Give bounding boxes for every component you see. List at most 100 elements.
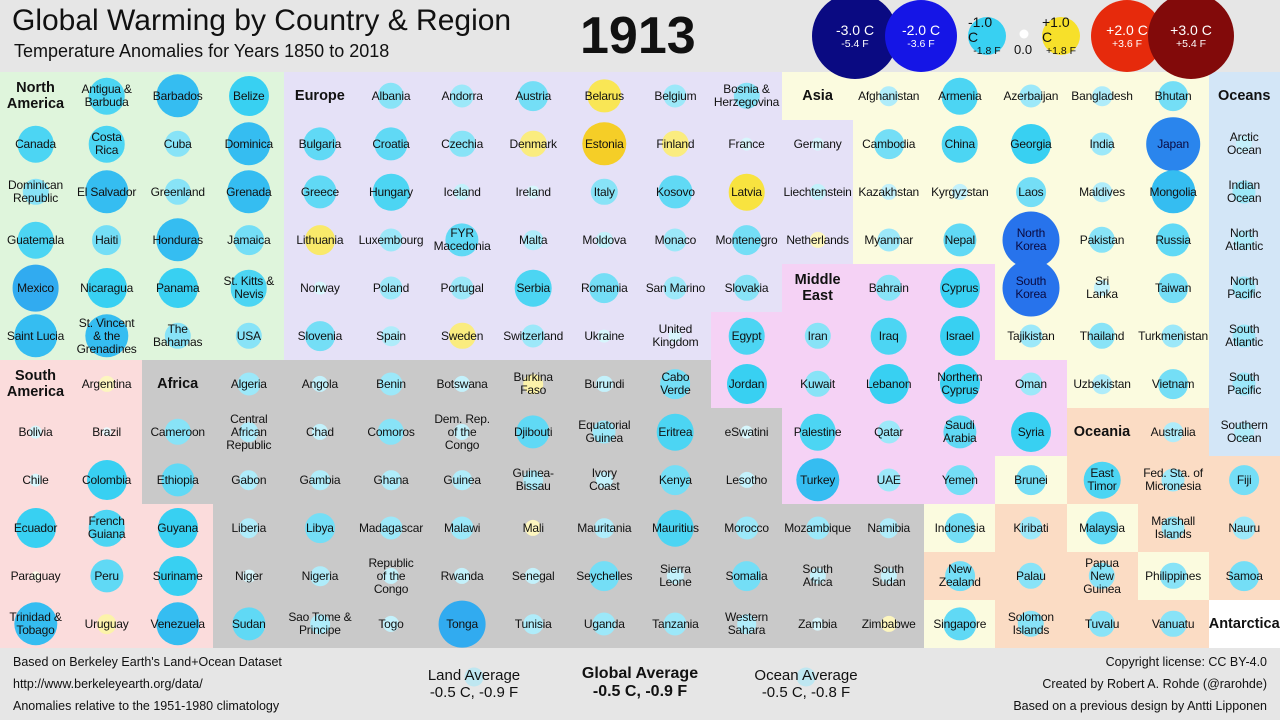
- country-label-belize: Belize: [233, 88, 265, 103]
- bubble-cabo-verde: [660, 369, 691, 399]
- bubble-the-bahamas: [164, 322, 191, 350]
- country-label-poland: Poland: [372, 280, 410, 295]
- bubble-gabon: [239, 470, 259, 490]
- bubble-turkmenistan: [1161, 324, 1185, 348]
- country-label-malawi: Malawi: [444, 520, 481, 535]
- bubble-singapore: [943, 607, 977, 641]
- bubble-cameroon: [164, 418, 191, 446]
- country-label-zimbabwe: Zimbabwe: [861, 616, 916, 631]
- bubble-hungary: [372, 173, 410, 211]
- country-label-mali: Mali: [522, 520, 544, 535]
- source-url[interactable]: http://www.berkeleyearth.org/data/: [13, 677, 203, 691]
- country-label-turkey: Turkey: [800, 472, 836, 487]
- country-label-moldova: Moldova: [582, 232, 627, 247]
- country-label-armenia: Armenia: [938, 88, 982, 103]
- bubble-solomon-islands: [1017, 610, 1045, 638]
- bubble-poland: [379, 276, 403, 300]
- country-label-montenegro: Montenegro: [715, 232, 778, 247]
- country-label-indian-ocean: Indian Ocean: [1227, 178, 1262, 205]
- country-label-laos: Laos: [1018, 184, 1044, 199]
- bubble-lithuania: [305, 225, 335, 255]
- bubble-norway: [313, 281, 327, 295]
- bubble-ireland: [526, 185, 540, 199]
- region-label-asia: Asia: [802, 88, 833, 104]
- country-label-turkmenistan: Turkmenistan: [1138, 328, 1209, 343]
- bubble-senegal: [525, 567, 542, 585]
- bubble-laos: [1016, 177, 1046, 207]
- country-label-sweden: Sweden: [441, 328, 484, 343]
- country-label-usa: USA: [236, 328, 261, 343]
- bubble-seychelles: [589, 561, 620, 591]
- bubble-mauritius: [657, 509, 694, 547]
- country-label-uruguay: Uruguay: [84, 616, 129, 631]
- bubble-iraq: [870, 317, 908, 355]
- bubble-mozambique: [806, 516, 830, 540]
- bubble-israel: [939, 316, 980, 356]
- country-label-arctic-ocean: Arctic Ocean: [1227, 130, 1262, 157]
- country-label-france: France: [728, 136, 765, 151]
- country-label-papua-new-guinea: Papua New Guinea: [1083, 555, 1121, 596]
- land-average: Land Average -0.5 C, -0.9 F: [394, 667, 554, 701]
- country-label-kosovo: Kosovo: [655, 184, 695, 199]
- bubble-southern-ocean: [1234, 422, 1255, 442]
- country-label-malta: Malta: [519, 232, 548, 247]
- country-label-colombia: Colombia: [82, 472, 132, 487]
- bubble-dominican-republic: [22, 178, 49, 206]
- bubble-netherlands: [809, 231, 826, 249]
- country-label-paraguay: Paraguay: [10, 568, 61, 583]
- bubble-belgium: [663, 84, 687, 108]
- bubble-brunei: [1016, 465, 1046, 495]
- legend-fahrenheit: +3.6 F: [1111, 37, 1143, 50]
- bubble-zimbabwe: [880, 615, 897, 633]
- country-label-iraq: Iraq: [878, 328, 899, 343]
- country-label-latvia: Latvia: [731, 184, 762, 199]
- region-label-oceans: Oceans: [1217, 88, 1271, 104]
- bubble-burkina-faso: [523, 374, 544, 394]
- country-label-belarus: Belarus: [584, 88, 624, 103]
- bubble-sudan: [232, 607, 266, 641]
- country-label-northern-cyprus: Northern Cyprus: [937, 370, 983, 397]
- country-label-costa-rica: Costa Rica: [91, 130, 122, 157]
- bubble-venezuela: [156, 602, 200, 646]
- legend-fahrenheit: +1.8 F: [1045, 45, 1077, 57]
- bubble-uae: [877, 468, 901, 492]
- country-label-uzbekistan: Uzbekistan: [1073, 376, 1131, 391]
- country-label-netherlands: Netherlands: [786, 232, 849, 247]
- country-label-western-sahara: Western Sahara: [724, 610, 769, 637]
- bubble-kyrgyzstan: [951, 183, 968, 201]
- bubble-costa-rica: [88, 125, 125, 163]
- bubble-tuvalu: [1088, 610, 1116, 638]
- bubble-panama: [157, 268, 198, 308]
- bubble-kiribati: [1019, 516, 1043, 540]
- bubble-vietnam: [1158, 369, 1189, 399]
- country-label-switzerland: Switzerland: [503, 328, 564, 343]
- bubble-south-korea: [1002, 259, 1060, 317]
- country-label-sao-tome-principe: Sao Tome & Principe: [288, 610, 352, 637]
- country-label-south-atlantic: South Atlantic: [1225, 322, 1264, 349]
- bubble-armenia: [941, 77, 979, 115]
- legend-zero-label: 0.0: [1014, 42, 1033, 57]
- country-label-kyrgyzstan: Kyrgyzstan: [931, 184, 989, 199]
- bubble-north-korea: [1002, 211, 1060, 269]
- region-cell-north-america: [0, 72, 72, 120]
- bubble-ivory-coast: [596, 471, 613, 489]
- country-label-north-atlantic: North Atlantic: [1225, 226, 1264, 253]
- region-label-south-america: South America: [6, 368, 65, 400]
- country-label-thailand: Thailand: [1079, 328, 1125, 343]
- country-label-austria: Austria: [515, 88, 552, 103]
- country-label-sudan: Sudan: [231, 616, 266, 631]
- bubble-mauritania: [594, 518, 615, 538]
- country-label-venezuela: Venezuela: [150, 616, 205, 631]
- country-label-russia: Russia: [1155, 232, 1191, 247]
- country-label-guinea-bissau: Guinea-Bissau: [512, 466, 554, 493]
- country-label-vanuatu: Vanuatu: [1151, 616, 1195, 631]
- bubble-trinidad-tobago: [13, 602, 58, 646]
- region-label-europe: Europe: [294, 88, 345, 104]
- bubble-djibouti: [516, 415, 550, 449]
- country-label-united-kingdom: United Kingdom: [652, 322, 699, 349]
- bubble-monaco: [663, 228, 687, 252]
- bubble-bulgaria: [303, 127, 337, 161]
- country-label-canada: Canada: [15, 136, 56, 151]
- bubble-andorra: [450, 84, 474, 108]
- credit-note: Created by Robert A. Rohde (@rarohde): [1042, 677, 1267, 691]
